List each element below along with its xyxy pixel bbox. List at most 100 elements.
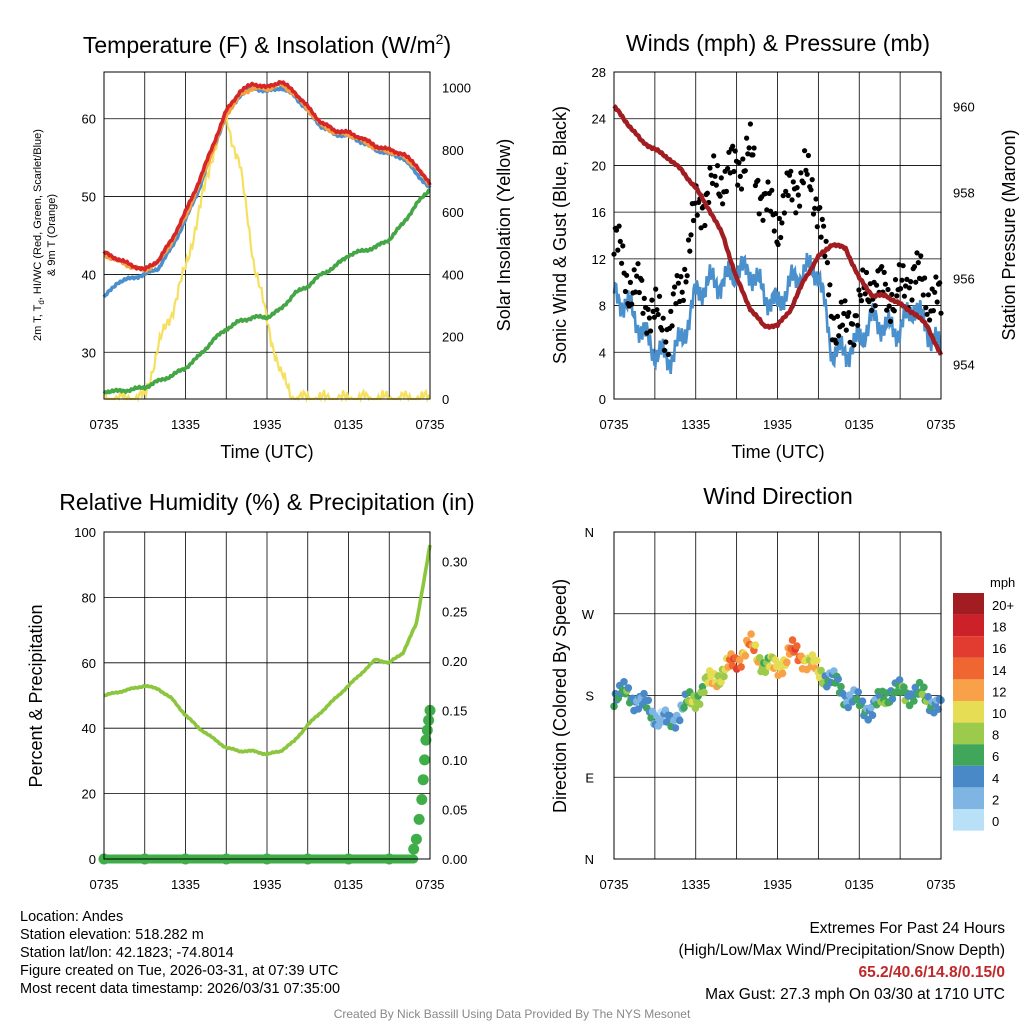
temp-xtick-0135-3: 0135 bbox=[334, 417, 363, 432]
precip-point bbox=[416, 794, 428, 805]
legend-label-6: 6 bbox=[992, 749, 999, 764]
gust-point bbox=[819, 216, 825, 222]
legend-label-4: 4 bbox=[992, 771, 999, 786]
gust-point bbox=[776, 215, 783, 222]
legend-label-12: 12 bbox=[992, 684, 1006, 699]
humidity-panel: Relative Humidity (%) & Precipitation (i… bbox=[26, 489, 475, 892]
gust-point bbox=[746, 145, 752, 151]
gust-point bbox=[797, 203, 803, 209]
gust-point bbox=[798, 170, 804, 176]
gust-point bbox=[932, 289, 938, 295]
direction-point bbox=[895, 676, 904, 684]
direction-point bbox=[918, 690, 927, 699]
humidity-line bbox=[103, 544, 432, 757]
direction-point bbox=[854, 688, 862, 696]
wind-speed-line bbox=[612, 252, 943, 375]
direction-point bbox=[924, 692, 932, 701]
direction-point bbox=[747, 630, 755, 638]
temp-ytick-30: 30 bbox=[82, 345, 96, 360]
gust-point bbox=[858, 298, 865, 304]
precip-y2tick-0.30: 0.30 bbox=[442, 555, 467, 570]
gust-point bbox=[673, 301, 679, 307]
direction-point bbox=[788, 636, 797, 644]
rh-ytick-80: 80 bbox=[82, 590, 96, 605]
direction-point bbox=[910, 697, 918, 705]
gust-point bbox=[707, 165, 713, 171]
direction-point bbox=[737, 663, 745, 671]
gust-point bbox=[675, 280, 682, 286]
gust-point bbox=[651, 314, 658, 320]
gust-point bbox=[760, 217, 766, 223]
gust-point bbox=[725, 165, 731, 172]
gust-point bbox=[661, 347, 668, 353]
direction-point bbox=[714, 672, 722, 680]
rh-ytick-100: 100 bbox=[74, 525, 96, 540]
gust-point bbox=[639, 277, 645, 283]
dir-ytick-N-0: N bbox=[585, 852, 594, 867]
legend-swatch-16 bbox=[953, 636, 984, 658]
winds-plot-frame bbox=[613, 71, 942, 400]
gust-point bbox=[670, 291, 676, 297]
gust-point bbox=[804, 171, 810, 177]
rh-ytick-20: 20 bbox=[82, 787, 96, 802]
rh-xtick-1335-1: 1335 bbox=[171, 877, 200, 892]
direction-point bbox=[934, 705, 942, 713]
legend-label-8: 8 bbox=[992, 728, 999, 743]
gust-point bbox=[920, 292, 926, 298]
legend-label-20+: 20+ bbox=[992, 598, 1014, 613]
legend-label-2: 2 bbox=[992, 792, 999, 807]
legend-swatch-20+ bbox=[953, 593, 984, 615]
legend-label-16: 16 bbox=[992, 641, 1006, 656]
winds-xlabel: Time (UTC) bbox=[731, 442, 824, 462]
wind-ytick-28: 28 bbox=[592, 65, 606, 80]
gust-point bbox=[922, 275, 928, 281]
insolation-y2tick-800: 800 bbox=[442, 143, 464, 158]
gust-point bbox=[823, 238, 829, 244]
gust-point bbox=[740, 156, 746, 162]
temp-ytick-50: 50 bbox=[82, 190, 96, 205]
gust-point bbox=[857, 292, 863, 298]
precip-point bbox=[417, 774, 429, 786]
pressure-y2tick-958: 958 bbox=[953, 185, 975, 200]
pressure-line bbox=[612, 104, 944, 356]
legend-swatch-0 bbox=[953, 809, 984, 831]
gust-point bbox=[629, 301, 635, 307]
gust-point bbox=[783, 188, 789, 194]
pressure-y2tick-960: 960 bbox=[953, 99, 975, 114]
wind-xtick-1935-2: 1935 bbox=[763, 417, 792, 432]
humidity-ylabel: Percent & Precipitation bbox=[26, 604, 46, 787]
gust-point bbox=[694, 212, 700, 218]
gust-point bbox=[911, 264, 918, 270]
gust-point bbox=[900, 263, 906, 269]
dir-xtick-0735-0: 0735 bbox=[600, 877, 629, 892]
wind-direction-plot-frame bbox=[613, 531, 942, 860]
speed-legend: mph 20+ 18 16 14 12 10 8 6 4 2 0 bbox=[953, 575, 1015, 831]
gust-point bbox=[913, 279, 919, 285]
gust-point bbox=[884, 307, 890, 313]
gust-point bbox=[924, 311, 930, 317]
precip-y2tick-0.15: 0.15 bbox=[442, 703, 467, 718]
direction-point bbox=[817, 666, 825, 675]
elevation-text: Station elevation: 518.282 m bbox=[20, 927, 204, 943]
precip-y2tick-0.10: 0.10 bbox=[442, 753, 467, 768]
precip-y2tick-0.00: 0.00 bbox=[442, 852, 467, 867]
gust-point bbox=[756, 211, 762, 217]
legend-label-14: 14 bbox=[992, 663, 1006, 678]
wind-xtick-0735-0: 0735 bbox=[600, 417, 629, 432]
gust-point bbox=[765, 179, 771, 185]
gust-point bbox=[713, 182, 719, 188]
gust-point bbox=[866, 299, 872, 305]
rh-xtick-0135-3: 0135 bbox=[334, 877, 363, 892]
gust-point bbox=[780, 193, 786, 199]
wind-ytick-4: 4 bbox=[599, 345, 606, 360]
gust-point bbox=[622, 288, 629, 295]
gust-point bbox=[613, 227, 620, 233]
direction-point bbox=[778, 669, 787, 678]
gust-point bbox=[894, 293, 900, 299]
gust-point bbox=[744, 135, 750, 141]
gust-point bbox=[860, 267, 866, 273]
location-text: Location: Andes bbox=[20, 909, 124, 925]
gust-point bbox=[841, 310, 847, 317]
wind-xtick-0735-4: 0735 bbox=[927, 417, 956, 432]
insolation-ylabel: Solar Insolation (Yellow) bbox=[494, 139, 514, 331]
